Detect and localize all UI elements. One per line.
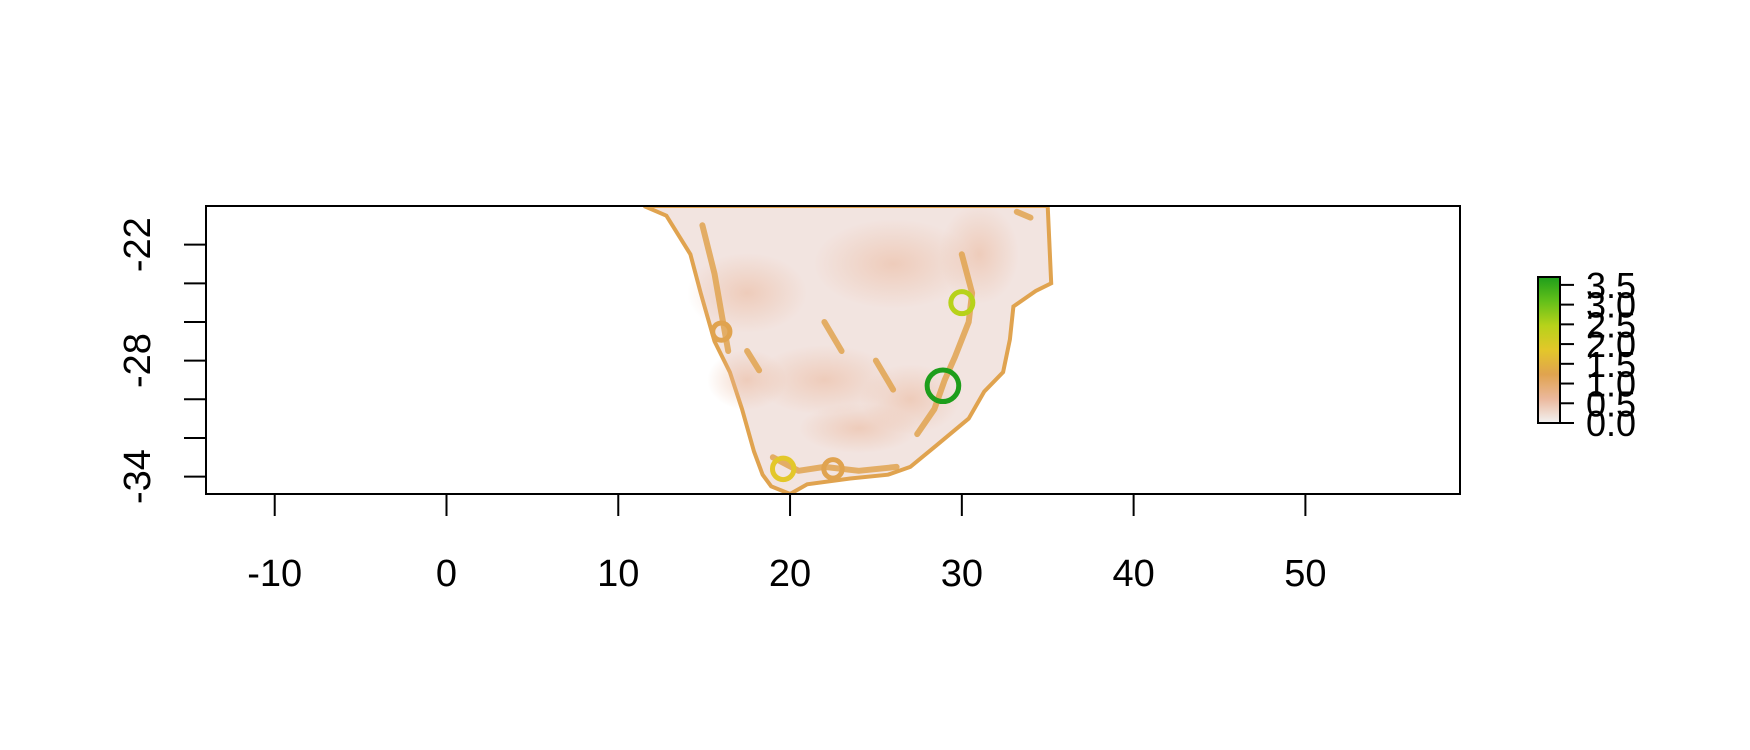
x-tick-label: 20 [769, 553, 811, 595]
escarpment-band [872, 357, 897, 393]
escarpment-band [744, 348, 763, 374]
legend-tick-label: 0.0 [1586, 403, 1636, 444]
hotspot [924, 367, 962, 405]
escarpment-band [821, 319, 845, 354]
x-tick-label: 50 [1284, 553, 1326, 595]
texture-patch [707, 349, 788, 410]
x-tick-label: 10 [597, 553, 639, 595]
texture-patch [687, 252, 808, 333]
legend-tick-label: 2.5 [1586, 304, 1636, 345]
x-tick-label: 30 [941, 553, 983, 595]
legend-tick-label: 3.5 [1586, 265, 1636, 306]
color-legend: 0.00.51.01.52.02.53.03.5 [1537, 265, 1636, 444]
legend-colorbar [1537, 276, 1561, 424]
escarpment-band [1013, 208, 1034, 221]
x-tick-label: 40 [1112, 553, 1154, 595]
escarpment-band [699, 222, 732, 354]
y-tick-label: -22 [117, 217, 159, 272]
legend-tick-label: 1.5 [1586, 344, 1636, 385]
x-tick-label: 0 [436, 553, 457, 595]
x-axis: -10 0 10 20 30 40 50 [247, 493, 1327, 595]
y-axis: -22 -28 -34 [117, 217, 207, 504]
legend-tick-label: 1.0 [1586, 364, 1636, 405]
x-tick-label: -10 [247, 553, 302, 595]
y-tick-label: -34 [117, 449, 159, 504]
hotspot [948, 289, 976, 317]
texture-patch [754, 344, 895, 415]
legend-tick-label: 2.0 [1586, 324, 1636, 365]
legend-tick-label: 0.5 [1586, 383, 1636, 424]
y-tick-label: -28 [117, 333, 159, 388]
hotspot [710, 320, 733, 343]
legend-tick-label: 3.0 [1586, 285, 1636, 326]
hotspot [821, 457, 845, 481]
hotspot [769, 455, 797, 483]
raster-map [643, 206, 1054, 494]
texture-patch [798, 403, 919, 454]
texture-patch [939, 206, 1020, 305]
texture-patch [813, 218, 974, 309]
escarpment-band [914, 251, 976, 438]
